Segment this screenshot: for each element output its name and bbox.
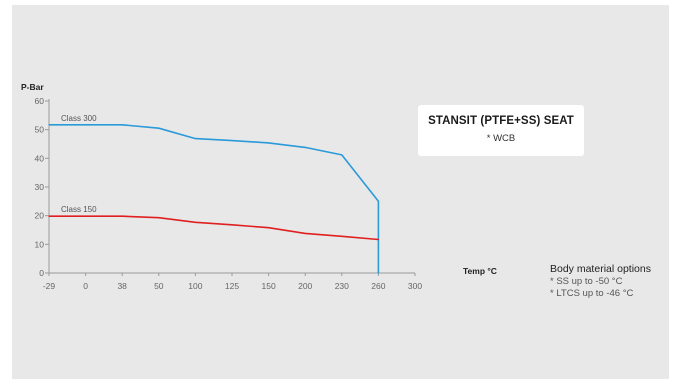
x-tick-label: -29 — [43, 281, 56, 291]
chart-panel — [12, 5, 669, 379]
data-point — [377, 238, 379, 241]
data-point — [304, 146, 306, 149]
data-point — [158, 127, 160, 129]
x-tick-label: 0 — [83, 281, 88, 291]
data-point — [268, 142, 270, 144]
data-point — [158, 217, 160, 219]
seat-title: STANSIT (PTFE+SS) SEAT — [428, 115, 574, 127]
x-tick-label: 260 — [371, 281, 385, 291]
data-point — [85, 124, 87, 126]
y-tick-label: 20 — [35, 211, 45, 221]
x-axis-label: Temp °C — [463, 266, 497, 276]
data-point — [341, 154, 343, 156]
x-tick-label: 50 — [154, 281, 164, 291]
data-point — [194, 137, 196, 140]
x-tick-label: 100 — [188, 281, 202, 291]
data-point — [48, 124, 50, 126]
y-tick-label: 40 — [35, 153, 45, 163]
data-point — [194, 221, 196, 223]
y-tick-label: 30 — [35, 182, 45, 192]
x-tick-label: 38 — [117, 281, 127, 291]
y-tick-label: 10 — [35, 239, 45, 249]
data-point — [268, 227, 270, 229]
body-material-options: Body material options * SS up to -50 °C … — [550, 263, 675, 300]
body-options-title: Body material options — [550, 263, 651, 275]
x-tick-label: 230 — [335, 281, 349, 291]
y-tick-label: 60 — [35, 96, 45, 106]
x-tick-label: 150 — [262, 281, 276, 291]
data-point — [341, 235, 343, 237]
y-axis-label: P-Bar — [21, 82, 44, 92]
body-option-item: * LTCS up to -46 °C — [550, 288, 634, 299]
seat-material: * WCB — [486, 133, 516, 144]
data-point — [121, 215, 123, 217]
series-line-class-150 — [49, 215, 379, 241]
data-point — [377, 272, 379, 274]
series-line-class-300 — [49, 124, 380, 273]
series-label: Class 300 — [61, 114, 97, 123]
data-point — [377, 200, 379, 202]
data-point — [304, 232, 306, 235]
x-tick-label: 125 — [225, 281, 239, 291]
series-label: Class 150 — [61, 205, 97, 214]
x-tick-label: 200 — [298, 281, 312, 291]
y-tick-label: 0 — [39, 268, 44, 278]
body-option-item: * SS up to -50 °C — [550, 276, 623, 287]
data-point — [48, 215, 50, 217]
data-point — [121, 124, 123, 126]
x-tick-label: 300 — [408, 281, 422, 291]
data-point — [231, 139, 233, 142]
data-point — [85, 215, 87, 217]
y-tick-label: 50 — [35, 125, 45, 135]
data-point — [231, 224, 233, 226]
seat-info-box: STANSIT (PTFE+SS) SEAT * WCB — [418, 105, 584, 156]
